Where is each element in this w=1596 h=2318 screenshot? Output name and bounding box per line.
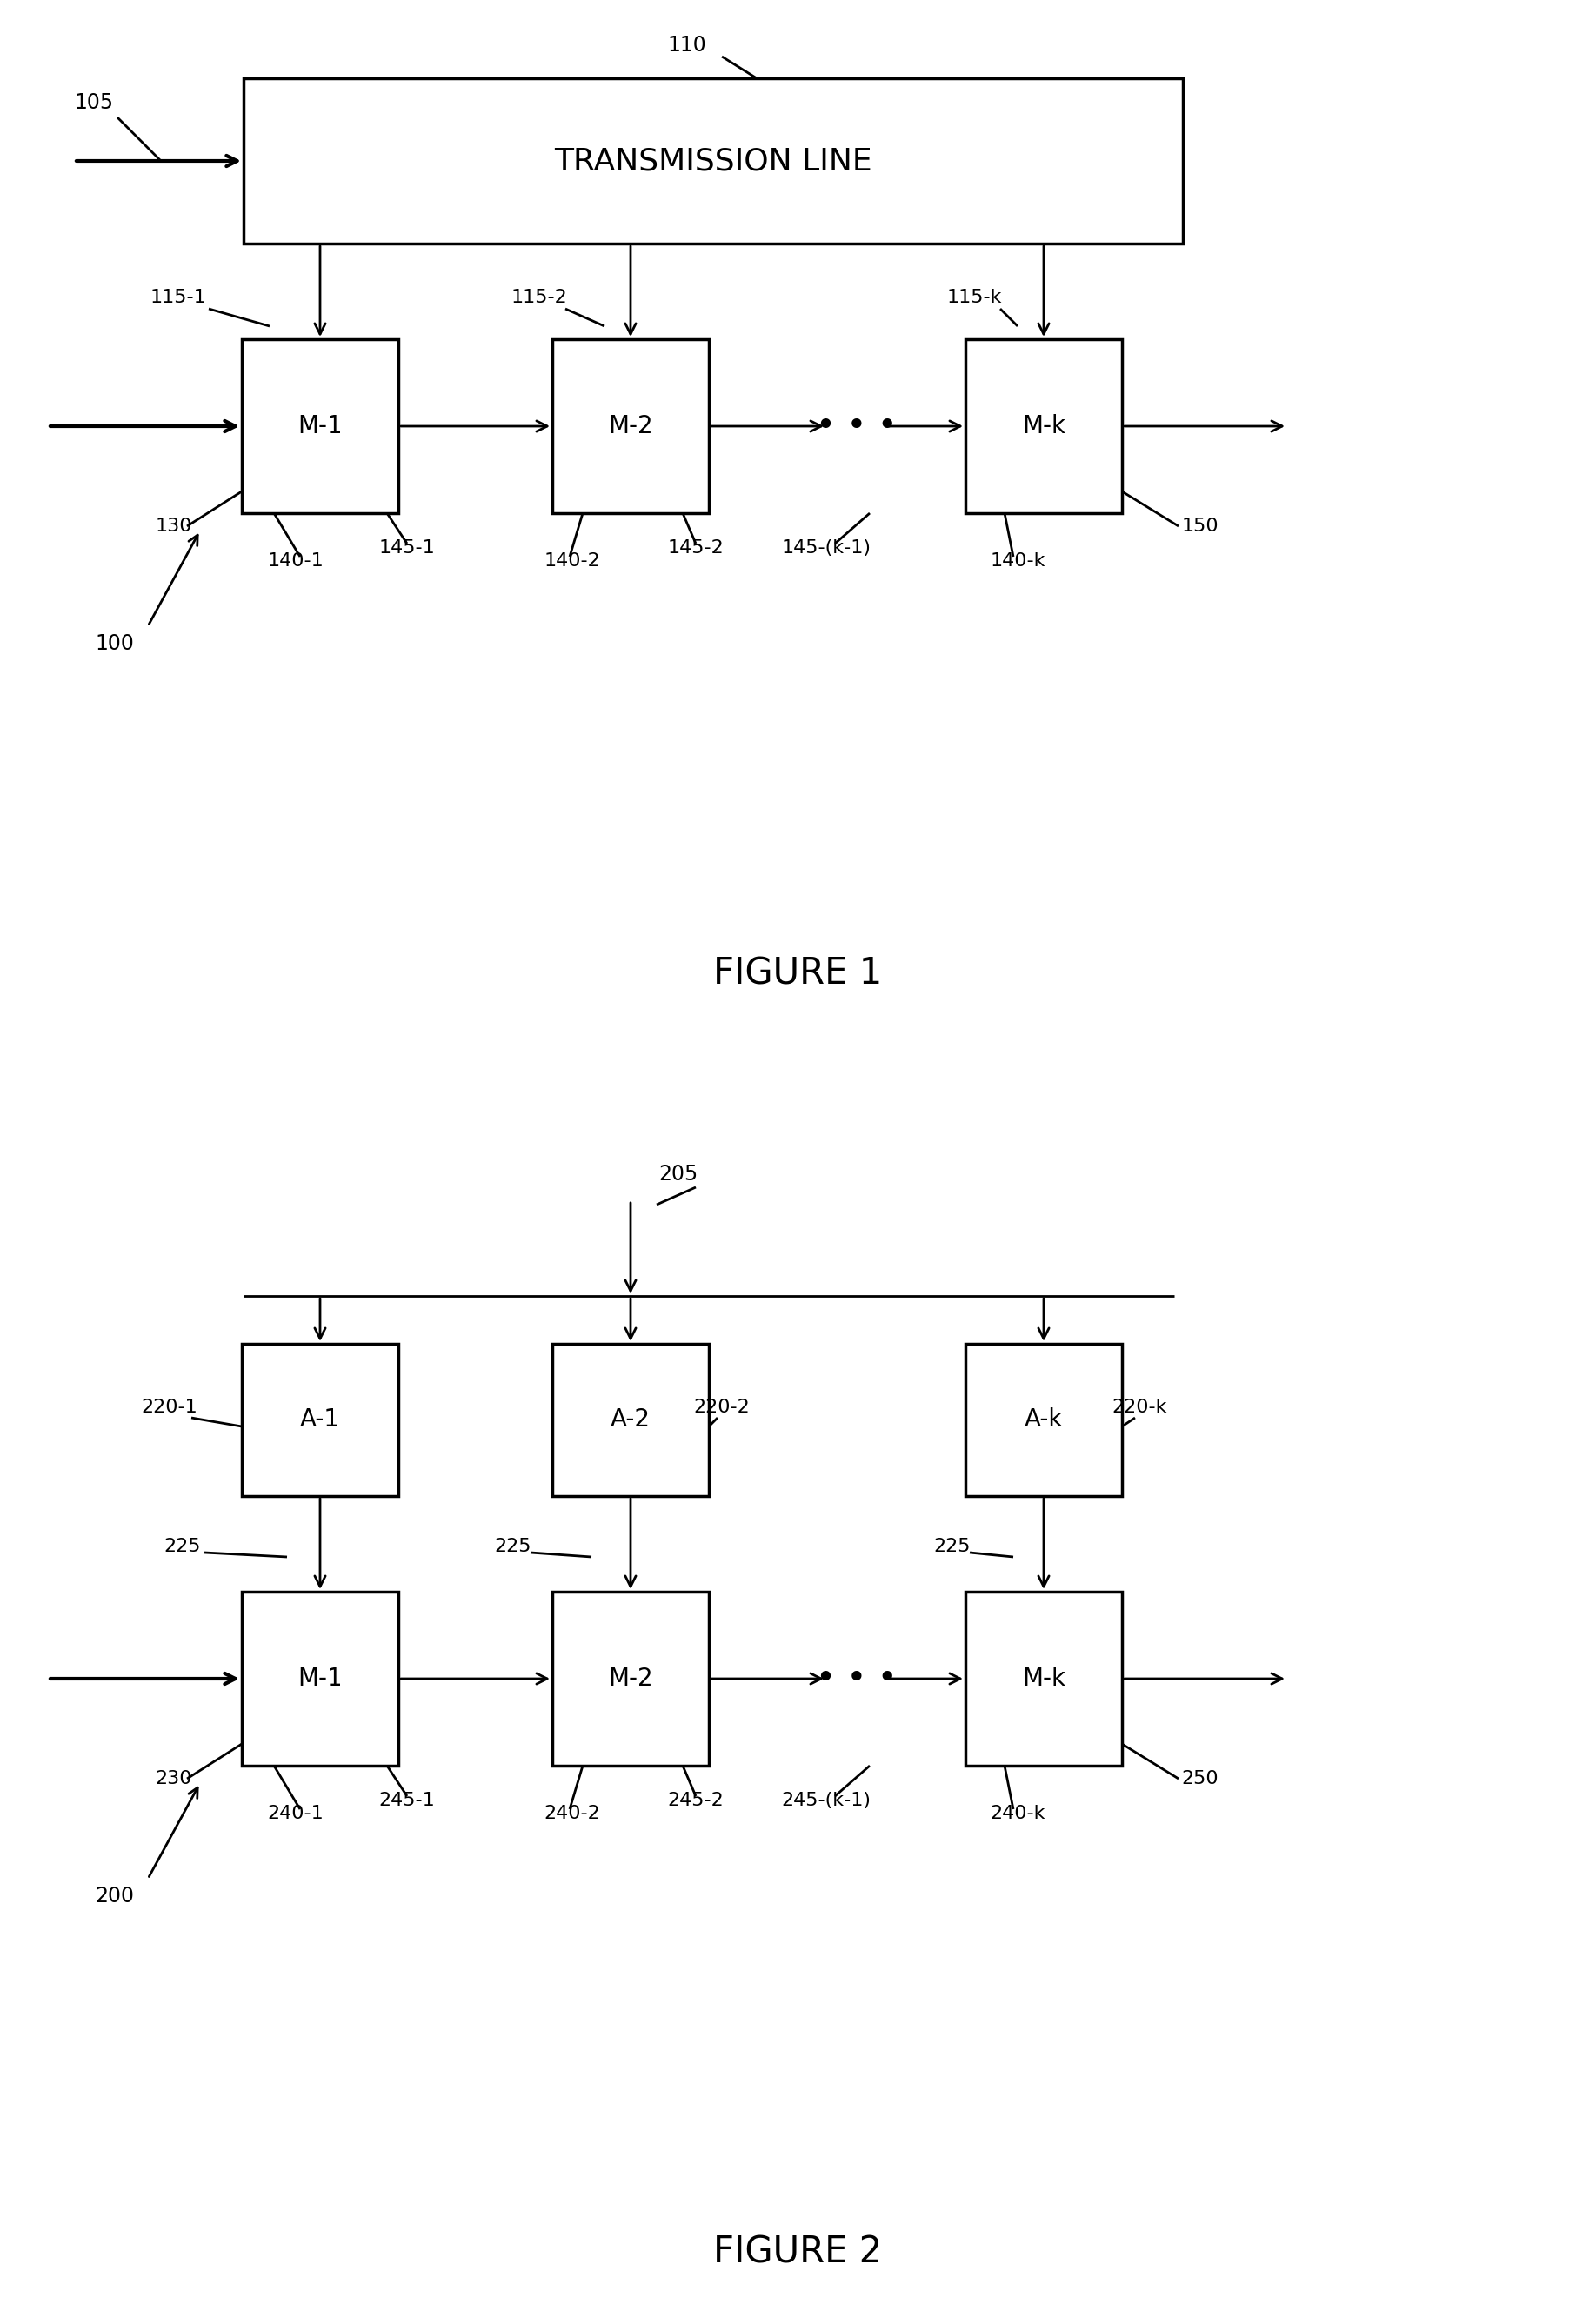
Bar: [552, 1344, 709, 1495]
Text: 220-k: 220-k: [1112, 1398, 1167, 1416]
Bar: [966, 338, 1122, 512]
Bar: [241, 1344, 399, 1495]
Text: M-1: M-1: [297, 415, 343, 438]
Text: 150: 150: [1181, 517, 1219, 535]
Text: • • •: • • •: [816, 1662, 897, 1694]
Text: 200: 200: [96, 1887, 134, 1908]
Text: 100: 100: [96, 633, 134, 654]
Text: 240-2: 240-2: [544, 1806, 600, 1822]
Text: A-2: A-2: [611, 1407, 651, 1433]
Text: M-k: M-k: [1021, 1667, 1066, 1690]
Text: M-2: M-2: [608, 1667, 653, 1690]
Bar: [244, 79, 1183, 243]
Text: 240-k: 240-k: [990, 1806, 1045, 1822]
Bar: [966, 1592, 1122, 1766]
Text: A-k: A-k: [1025, 1407, 1063, 1433]
Bar: [241, 338, 399, 512]
Text: 145-1: 145-1: [378, 540, 436, 556]
Text: 245-(k-1): 245-(k-1): [782, 1792, 871, 1808]
Text: M-1: M-1: [297, 1667, 343, 1690]
Text: 250: 250: [1181, 1771, 1219, 1787]
Bar: [966, 1344, 1122, 1495]
Text: 140-k: 140-k: [990, 552, 1045, 570]
Bar: [552, 338, 709, 512]
Text: 140-1: 140-1: [268, 552, 324, 570]
Text: 225: 225: [495, 1537, 531, 1555]
Text: 145-2: 145-2: [667, 540, 725, 556]
Text: M-2: M-2: [608, 415, 653, 438]
Text: 225: 225: [934, 1537, 970, 1555]
Text: 230: 230: [155, 1771, 193, 1787]
Text: 245-1: 245-1: [378, 1792, 436, 1808]
Text: 205: 205: [659, 1164, 697, 1184]
Text: • • •: • • •: [816, 410, 897, 443]
Text: 245-2: 245-2: [667, 1792, 725, 1808]
Text: 130: 130: [155, 517, 193, 535]
Text: M-k: M-k: [1021, 415, 1066, 438]
Bar: [241, 1592, 399, 1766]
Text: 115-1: 115-1: [150, 290, 206, 306]
Text: 225: 225: [164, 1537, 201, 1555]
Text: 240-1: 240-1: [268, 1806, 324, 1822]
Text: 105: 105: [75, 93, 113, 114]
Text: 115-2: 115-2: [511, 290, 568, 306]
Text: FIGURE 1: FIGURE 1: [713, 955, 883, 992]
Bar: [552, 1592, 709, 1766]
Text: 220-2: 220-2: [694, 1398, 750, 1416]
Text: A-1: A-1: [300, 1407, 340, 1433]
Text: 140-2: 140-2: [544, 552, 600, 570]
Text: 115-k: 115-k: [946, 290, 1002, 306]
Text: 110: 110: [667, 35, 707, 56]
Text: 145-(k-1): 145-(k-1): [782, 540, 871, 556]
Text: 220-1: 220-1: [142, 1398, 198, 1416]
Text: TRANSMISSION LINE: TRANSMISSION LINE: [554, 146, 871, 176]
Text: FIGURE 2: FIGURE 2: [713, 2235, 883, 2272]
